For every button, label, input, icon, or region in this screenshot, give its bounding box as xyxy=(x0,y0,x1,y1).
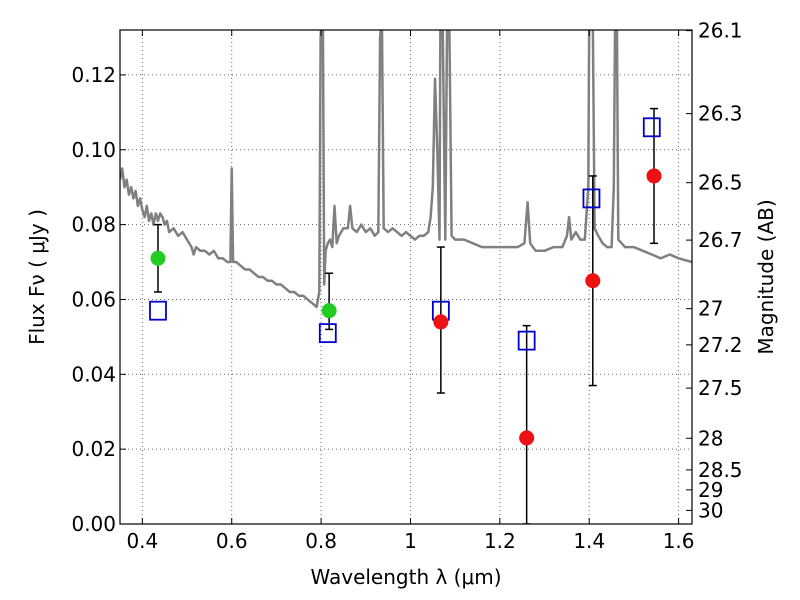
x-tick-label: 0.8 xyxy=(305,529,337,553)
y2-tick-label: 27.5 xyxy=(698,376,743,400)
y2-axis-title: Magnitude (AB) xyxy=(754,199,778,354)
y-tick-label: 0.08 xyxy=(71,213,116,237)
plot-frame xyxy=(119,29,693,525)
y2-tick-label: 28.5 xyxy=(698,458,743,482)
y2-tick-label: 29 xyxy=(698,478,723,502)
model-square-marker xyxy=(582,188,601,209)
y-tick-label: 0.10 xyxy=(71,138,116,162)
y-tick-label: 0.02 xyxy=(71,437,116,461)
photometry-point xyxy=(519,430,535,446)
y2-tick-label: 26.3 xyxy=(698,102,743,126)
grid xyxy=(120,30,692,525)
y2-tick-label: 28 xyxy=(698,426,723,450)
photometry-point xyxy=(646,168,662,184)
y-tick-label: 0.04 xyxy=(71,362,116,386)
x-tick-label: 0.6 xyxy=(216,529,248,553)
x-tick-label: 1 xyxy=(404,529,417,553)
y-tick-label: 0.12 xyxy=(71,63,116,87)
model-square-marker xyxy=(642,117,661,138)
photometry-point xyxy=(150,250,166,266)
x-tick-label: 1.2 xyxy=(484,529,516,553)
spectrum-line xyxy=(120,30,692,309)
x-tick-label: 1.6 xyxy=(663,529,695,553)
x-axis-title: Wavelength λ (μm) xyxy=(310,565,501,589)
model-square-marker xyxy=(318,323,337,344)
plot-data xyxy=(120,30,692,524)
y-tick-label: 0.00 xyxy=(71,512,116,536)
y2-tick-label: 27.2 xyxy=(698,333,743,357)
y2-tick-label: 26.7 xyxy=(698,228,743,252)
x-tick-label: 1.4 xyxy=(573,529,605,553)
model-square-marker xyxy=(149,300,167,321)
y2-tick-label: 27 xyxy=(698,297,723,321)
y-tick-label: 0.06 xyxy=(71,287,116,311)
y2-tick-label: 26.5 xyxy=(698,171,743,195)
ticks: 0.4 0.6 0.8 1 1.2 1.4 1.6 0.00 0.02 0.04 0.06 0.08 0… xyxy=(71,19,742,553)
y2-tick-label: 30 xyxy=(698,498,723,522)
photometry-point xyxy=(321,303,337,319)
model-square-marker xyxy=(517,330,536,351)
x-tick-label: 0.4 xyxy=(126,529,158,553)
y2-tick-label: 26.1 xyxy=(698,19,743,43)
photometry-point xyxy=(433,314,449,330)
photometry-point xyxy=(585,273,601,289)
y-axis-title: Flux Fν ( μJy ) xyxy=(25,209,49,345)
